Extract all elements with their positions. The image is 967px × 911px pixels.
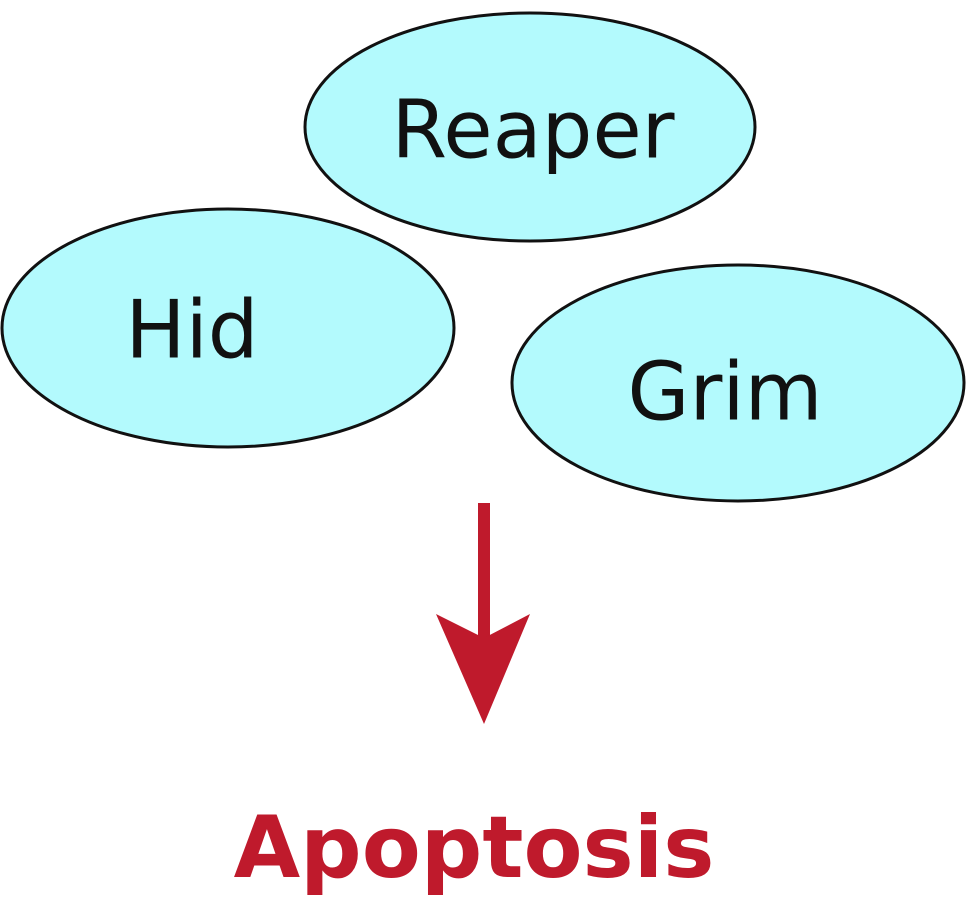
node-hid-label: Hid: [125, 284, 258, 377]
node-reaper-label: Reaper: [391, 84, 674, 177]
node-reaper: Reaper: [303, 11, 757, 243]
arrow-down: [436, 503, 530, 724]
arrow-head-icon: [436, 614, 530, 724]
node-grim: Grim: [510, 263, 966, 503]
node-hid: Hid: [0, 207, 456, 449]
result-label: Apoptosis: [234, 798, 715, 898]
node-grim-ellipse: [510, 263, 966, 503]
node-grim-label: Grim: [627, 346, 822, 439]
node-hid-ellipse: [0, 207, 456, 449]
node-reaper-ellipse: [303, 11, 757, 243]
